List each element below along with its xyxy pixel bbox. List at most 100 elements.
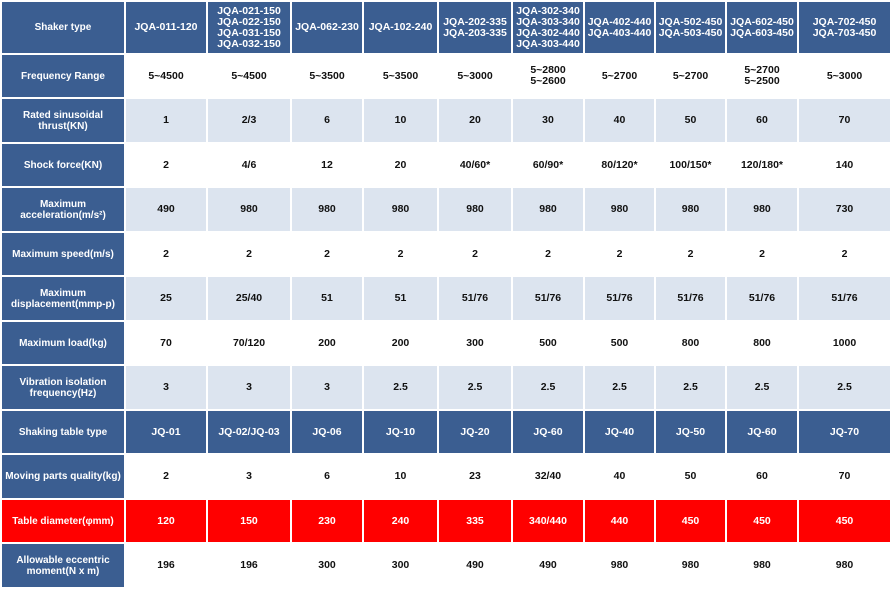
table-cell: 730 [797,186,890,233]
row-label: Moving parts quality(kg) [0,453,126,500]
table-cell: 490 [124,186,208,233]
table-cell: 51/76 [654,275,727,322]
table-cell: 51 [362,275,439,322]
table-cell: 40 [583,97,656,144]
table-cell: 70 [797,97,890,144]
table-cell: 50 [654,97,727,144]
header-cell: JQA-202-335 JQA-203-335 [437,0,513,55]
table-cell: 10 [362,97,439,144]
table-cell: 60 [725,97,799,144]
table-cell: 2 [654,231,727,277]
row-label: Shaker type [0,0,126,55]
table-cell: 980 [654,186,727,233]
table-cell: 3 [206,364,292,411]
table-cell: JQ-02/JQ-03 [206,409,292,455]
table-cell: 20 [362,142,439,188]
table-cell: 5~4500 [206,53,292,99]
table-cell: 51 [290,275,364,322]
table-cell: 70 [797,453,890,500]
table-row: Shock force(KN) 2 4/6 12 20 40/60* 60/90* 80/12… [0,142,890,188]
table-cell: 440 [583,498,656,544]
table-row: Maximum speed(m/s) 2 2 2 2 2 2 2 2 2 2 [0,231,890,277]
table-cell: 40 [583,453,656,500]
table-cell: 80/120* [583,142,656,188]
table-cell: 980 [725,186,799,233]
table-cell: 340/440 [511,498,585,544]
table-cell: 3 [206,453,292,500]
header-cell: JQA-102-240 [362,0,439,55]
table-row: Maximum load(kg) 70 70/120 200 200 300 500 500 8… [0,320,890,366]
table-cell: 2/3 [206,97,292,144]
table-cell: 2.5 [797,364,890,411]
table-cell: 200 [362,320,439,366]
table-cell: 51/76 [583,275,656,322]
header-cell: JQA-062-230 [290,0,364,55]
table-row: Moving parts quality(kg) 2 3 6 10 23 32/40 40 50… [0,453,890,500]
table-cell: 150 [206,498,292,544]
table-cell: 25/40 [206,275,292,322]
table-cell: 2.5 [437,364,513,411]
table-cell: 5~3000 [797,53,890,99]
table-cell: 60/90* [511,142,585,188]
header-cell: JQA-602-450 JQA-603-450 [725,0,799,55]
table-row: Shaking table type JQ-01 JQ-02/JQ-03 JQ-06 J… [0,409,890,455]
table-cell: 2 [290,231,364,277]
table-cell: 490 [437,542,513,589]
table-cell: 51/76 [725,275,799,322]
table-cell: 230 [290,498,364,544]
table-cell: 51/76 [797,275,890,322]
table-cell: 5~2700 [583,53,656,99]
table-cell: 3 [290,364,364,411]
table-cell: 2 [362,231,439,277]
table-cell: 60 [725,453,799,500]
table-cell: 2 [124,142,208,188]
row-label: Shock force(KN) [0,142,126,188]
table-row: Vibration isolation frequency(Hz) 3 3 3 2.5 2… [0,364,890,411]
table-cell: 51/76 [437,275,513,322]
table-cell: 980 [583,542,656,589]
row-label: Table diameter(φmm) [0,498,126,544]
table-cell: 980 [290,186,364,233]
table-cell: 980 [654,542,727,589]
header-cell: JQA-021-150 JQA-022-150 JQA-031-150 JQA-… [206,0,292,55]
row-label: Maximum speed(m/s) [0,231,126,277]
table-cell: JQ-50 [654,409,727,455]
table-cell: 300 [437,320,513,366]
table-cell: 2 [511,231,585,277]
table-cell: 2 [206,231,292,277]
table-cell: JQ-60 [725,409,799,455]
table-cell: 1000 [797,320,890,366]
table-cell: 196 [206,542,292,589]
table-cell: 2.5 [362,364,439,411]
table-cell: 800 [654,320,727,366]
row-label: Maximum displacement(mmp-p) [0,275,126,322]
table-cell: 2 [583,231,656,277]
table-cell: 2.5 [583,364,656,411]
table-cell: 12 [290,142,364,188]
table-row: Table diameter(φmm) 120 150 230 240 335 340/44… [0,498,890,544]
table-cell: 200 [290,320,364,366]
table-row: Maximum acceleration(m/s²) 490 980 980 980 98… [0,186,890,233]
header-cell: JQA-402-440 JQA-403-440 [583,0,656,55]
table-cell: 40/60* [437,142,513,188]
table-cell: 5~2800 5~2600 [511,53,585,99]
table-cell: JQ-60 [511,409,585,455]
table-cell: 490 [511,542,585,589]
table-cell: 980 [725,542,799,589]
table-cell: 140 [797,142,890,188]
table-cell: JQ-70 [797,409,890,455]
table-cell: 980 [362,186,439,233]
table-cell: JQ-06 [290,409,364,455]
header-row: Shaker type JQA-011-120 JQA-021-150 JQA-… [0,0,890,55]
table-cell: 32/40 [511,453,585,500]
table-cell: 2 [124,453,208,500]
table-cell: JQ-10 [362,409,439,455]
table-cell: 4/6 [206,142,292,188]
table-cell: 20 [437,97,513,144]
header-cell: JQA-502-450 JQA-503-450 [654,0,727,55]
table-cell: 10 [362,453,439,500]
table-row: Frequency Range 5~4500 5~4500 5~3500 5~3500 5… [0,53,890,99]
row-label: Maximum acceleration(m/s²) [0,186,126,233]
table-cell: 1 [124,97,208,144]
